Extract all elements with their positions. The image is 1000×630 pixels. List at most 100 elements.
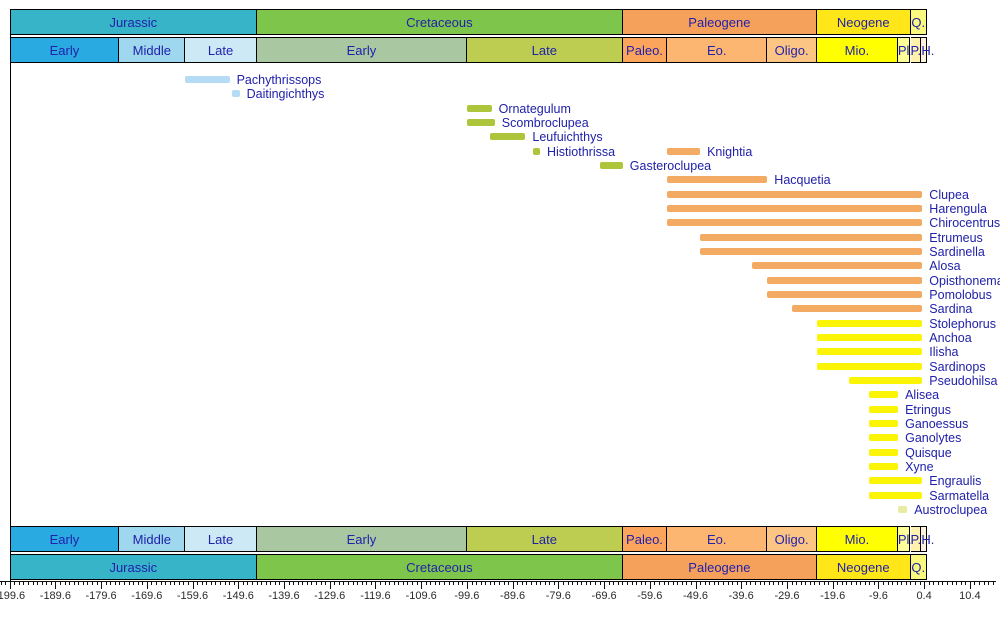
axis-minor-tick [425, 581, 427, 585]
axis-tick-label: -179.6 [85, 590, 117, 602]
axis-minor-tick [727, 581, 729, 585]
axis-minor-tick [91, 581, 93, 585]
axis-minor-tick [841, 581, 843, 585]
axis-minor-tick [809, 581, 811, 585]
axis-minor-tick [581, 581, 583, 585]
axis-minor-tick [416, 581, 418, 585]
taxon-label: Etringus [905, 402, 951, 417]
axis-minor-tick [288, 581, 290, 585]
axis-minor-tick [366, 581, 368, 585]
period-box: Q. [910, 9, 927, 35]
epoch-box: Paleo. [622, 526, 668, 552]
axis-minor-tick [855, 581, 857, 585]
taxon-label: Daitingichthys [246, 87, 325, 102]
axis-minor-tick [87, 581, 89, 585]
axis-minor-tick [681, 581, 683, 585]
period-box: Paleogene [622, 554, 817, 580]
taxon-bar [817, 319, 923, 327]
axis-minor-tick [494, 581, 496, 585]
axis-minor-tick [96, 581, 98, 585]
taxon-label: Stolephorus [929, 316, 997, 331]
taxon-bar [767, 290, 923, 298]
axis-minor-tick [361, 581, 363, 585]
taxon-label: Pseudohilsa [929, 373, 998, 388]
axis-minor-tick [489, 581, 491, 585]
epoch-box: Oligo. [767, 526, 817, 552]
axis-minor-tick [686, 581, 688, 585]
epoch-box: Middle [119, 526, 186, 552]
taxon-bar [849, 376, 923, 384]
axis-minor-tick [5, 581, 7, 585]
axis-minor-tick [471, 581, 473, 585]
period-box: Neogene [817, 9, 911, 35]
epoch-box: Early [257, 37, 467, 63]
axis-minor-tick [736, 581, 738, 585]
taxon-label: Knightia [707, 144, 753, 159]
taxon-bar [817, 333, 923, 341]
axis-minor-tick [837, 581, 839, 585]
chart-left-frame-line [9, 9, 11, 581]
axis-minor-tick [585, 581, 587, 585]
axis-minor-tick [549, 581, 551, 585]
axis-minor-tick [901, 581, 903, 585]
taxon-label: Clupea [929, 187, 969, 202]
taxon-label: Xyne [905, 459, 934, 474]
axis-tick-label: -129.6 [314, 590, 346, 602]
axis-minor-tick [210, 581, 212, 585]
axis-minor-tick [229, 581, 231, 585]
axis-minor-tick [777, 581, 779, 585]
axis-minor-tick [526, 581, 528, 585]
taxon-bar [667, 147, 701, 155]
axis-minor-tick [544, 581, 546, 585]
axis-minor-tick [46, 581, 48, 585]
axis-minor-tick [759, 581, 761, 585]
axis-minor-tick [983, 581, 985, 585]
axis-major-tick [969, 581, 971, 589]
taxon-label: Pachythrissops [236, 73, 322, 87]
axis-minor-tick [905, 581, 907, 585]
taxon-bar [700, 248, 923, 255]
axis-minor-tick [457, 581, 459, 585]
axis-tick-label: -199.6 [0, 590, 26, 602]
axis-minor-tick [828, 581, 830, 585]
axis-minor-tick [302, 581, 304, 585]
taxon-label: Alisea [905, 388, 940, 403]
axis-tick-label: -119.6 [360, 590, 391, 602]
axis-minor-tick [631, 581, 633, 585]
axis-minor-tick [133, 581, 135, 585]
axis-minor-tick [453, 581, 455, 585]
taxon-label: Etrumeus [929, 230, 983, 245]
axis-major-tick [741, 581, 743, 589]
epoch-box: Oligo. [767, 37, 817, 63]
taxon-bar [667, 190, 923, 198]
axis-minor-tick [402, 581, 404, 585]
axis-major-tick [878, 581, 880, 589]
taxon-label: Ilisha [929, 345, 959, 360]
axis-minor-tick [887, 581, 889, 585]
epoch-box: Mio. [817, 37, 898, 63]
axis-minor-tick [745, 581, 747, 585]
axis-minor-tick [658, 581, 660, 585]
axis-minor-tick [960, 581, 962, 585]
taxon-label: Engraulis [929, 474, 982, 489]
axis-minor-tick [348, 581, 349, 585]
taxon-bar [185, 76, 230, 83]
axis-tick-label: -89.6 [500, 590, 526, 602]
epoch-box: Late [466, 526, 623, 552]
axis-minor-tick [485, 581, 487, 585]
axis-minor-tick [869, 581, 871, 585]
axis-minor-tick [823, 581, 825, 585]
axis-minor-tick [645, 581, 647, 585]
axis-minor-tick [626, 581, 628, 585]
axis-major-tick [238, 581, 240, 589]
taxon-label: Chirocentrus [929, 216, 1000, 231]
taxon-label: Anchoa [929, 330, 972, 345]
axis-minor-tick [928, 581, 930, 585]
period-box: Neogene [817, 554, 911, 580]
axis-major-tick [101, 581, 103, 589]
axis-minor-tick [750, 581, 752, 585]
axis-tick-label: 0.4 [916, 590, 932, 602]
axis-minor-tick [370, 581, 372, 585]
axis-major-tick [421, 581, 423, 589]
